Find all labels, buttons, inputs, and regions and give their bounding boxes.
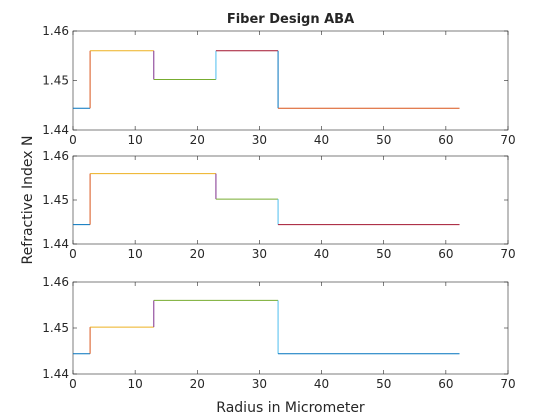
axes-2-x-tick-label: 0 [69,247,77,261]
axes-1-x-tick-label: 40 [314,133,329,147]
axes-1-x-tick-label: 50 [376,133,391,147]
axes-1-title: Fiber Design ABA [227,12,354,27]
axes-2-x-tick-label: 10 [128,247,143,261]
axes-1-x-tick-label: 60 [438,133,453,147]
axes-3-x-tick-label: 40 [314,377,329,391]
axes-1-box [72,30,509,131]
axes-1-x-tick-label: 70 [500,133,515,147]
axes-3-x-tick-label: 30 [252,377,267,391]
axes-1-y-tick-label: 1.45 [42,74,69,88]
axes-2-x-tick-label: 70 [500,247,515,261]
axes-2-y-tick-label: 1.46 [42,149,69,163]
axes-2-x-tick-label: 20 [190,247,205,261]
axes-3-y-tick-label: 1.46 [42,275,69,289]
axes-3-x-tick-label: 20 [190,377,205,391]
axes-1-y-tick-label: 1.44 [42,123,69,137]
axes-1-x-tick-label: 30 [252,133,267,147]
axes-3-y-tick-label: 1.44 [42,367,69,381]
axes-2-y-axis-label: Refractive Index N [20,136,36,265]
axes-1-y-tick-label: 1.46 [42,24,69,38]
axes-2-x-tick-label: 40 [314,247,329,261]
axes-3-x-tick-label: 50 [376,377,391,391]
axes-3-x-tick-label: 0 [69,377,77,391]
axes-2-box [72,155,509,245]
axes-3-x-tick-label: 10 [128,377,143,391]
axes-3-box [72,281,509,375]
axes-3-y-tick-label: 1.45 [42,321,69,335]
axes-2-x-tick-label: 30 [252,247,267,261]
axes-2-x-tick-label: 50 [376,247,391,261]
axes-3-x-tick-label: 60 [438,377,453,391]
axes-3-x-tick-label: 70 [500,377,515,391]
axes-2-y-tick-label: 1.45 [42,193,69,207]
axes-1-x-tick-label: 10 [128,133,143,147]
axes-2-y-tick-label: 1.44 [42,237,69,251]
axes-1-x-tick-label: 20 [190,133,205,147]
axes-3-x-axis-label: Radius in Micrometer [216,400,365,416]
axes-1-x-tick-label: 0 [69,133,77,147]
axes-2-x-tick-label: 60 [438,247,453,261]
